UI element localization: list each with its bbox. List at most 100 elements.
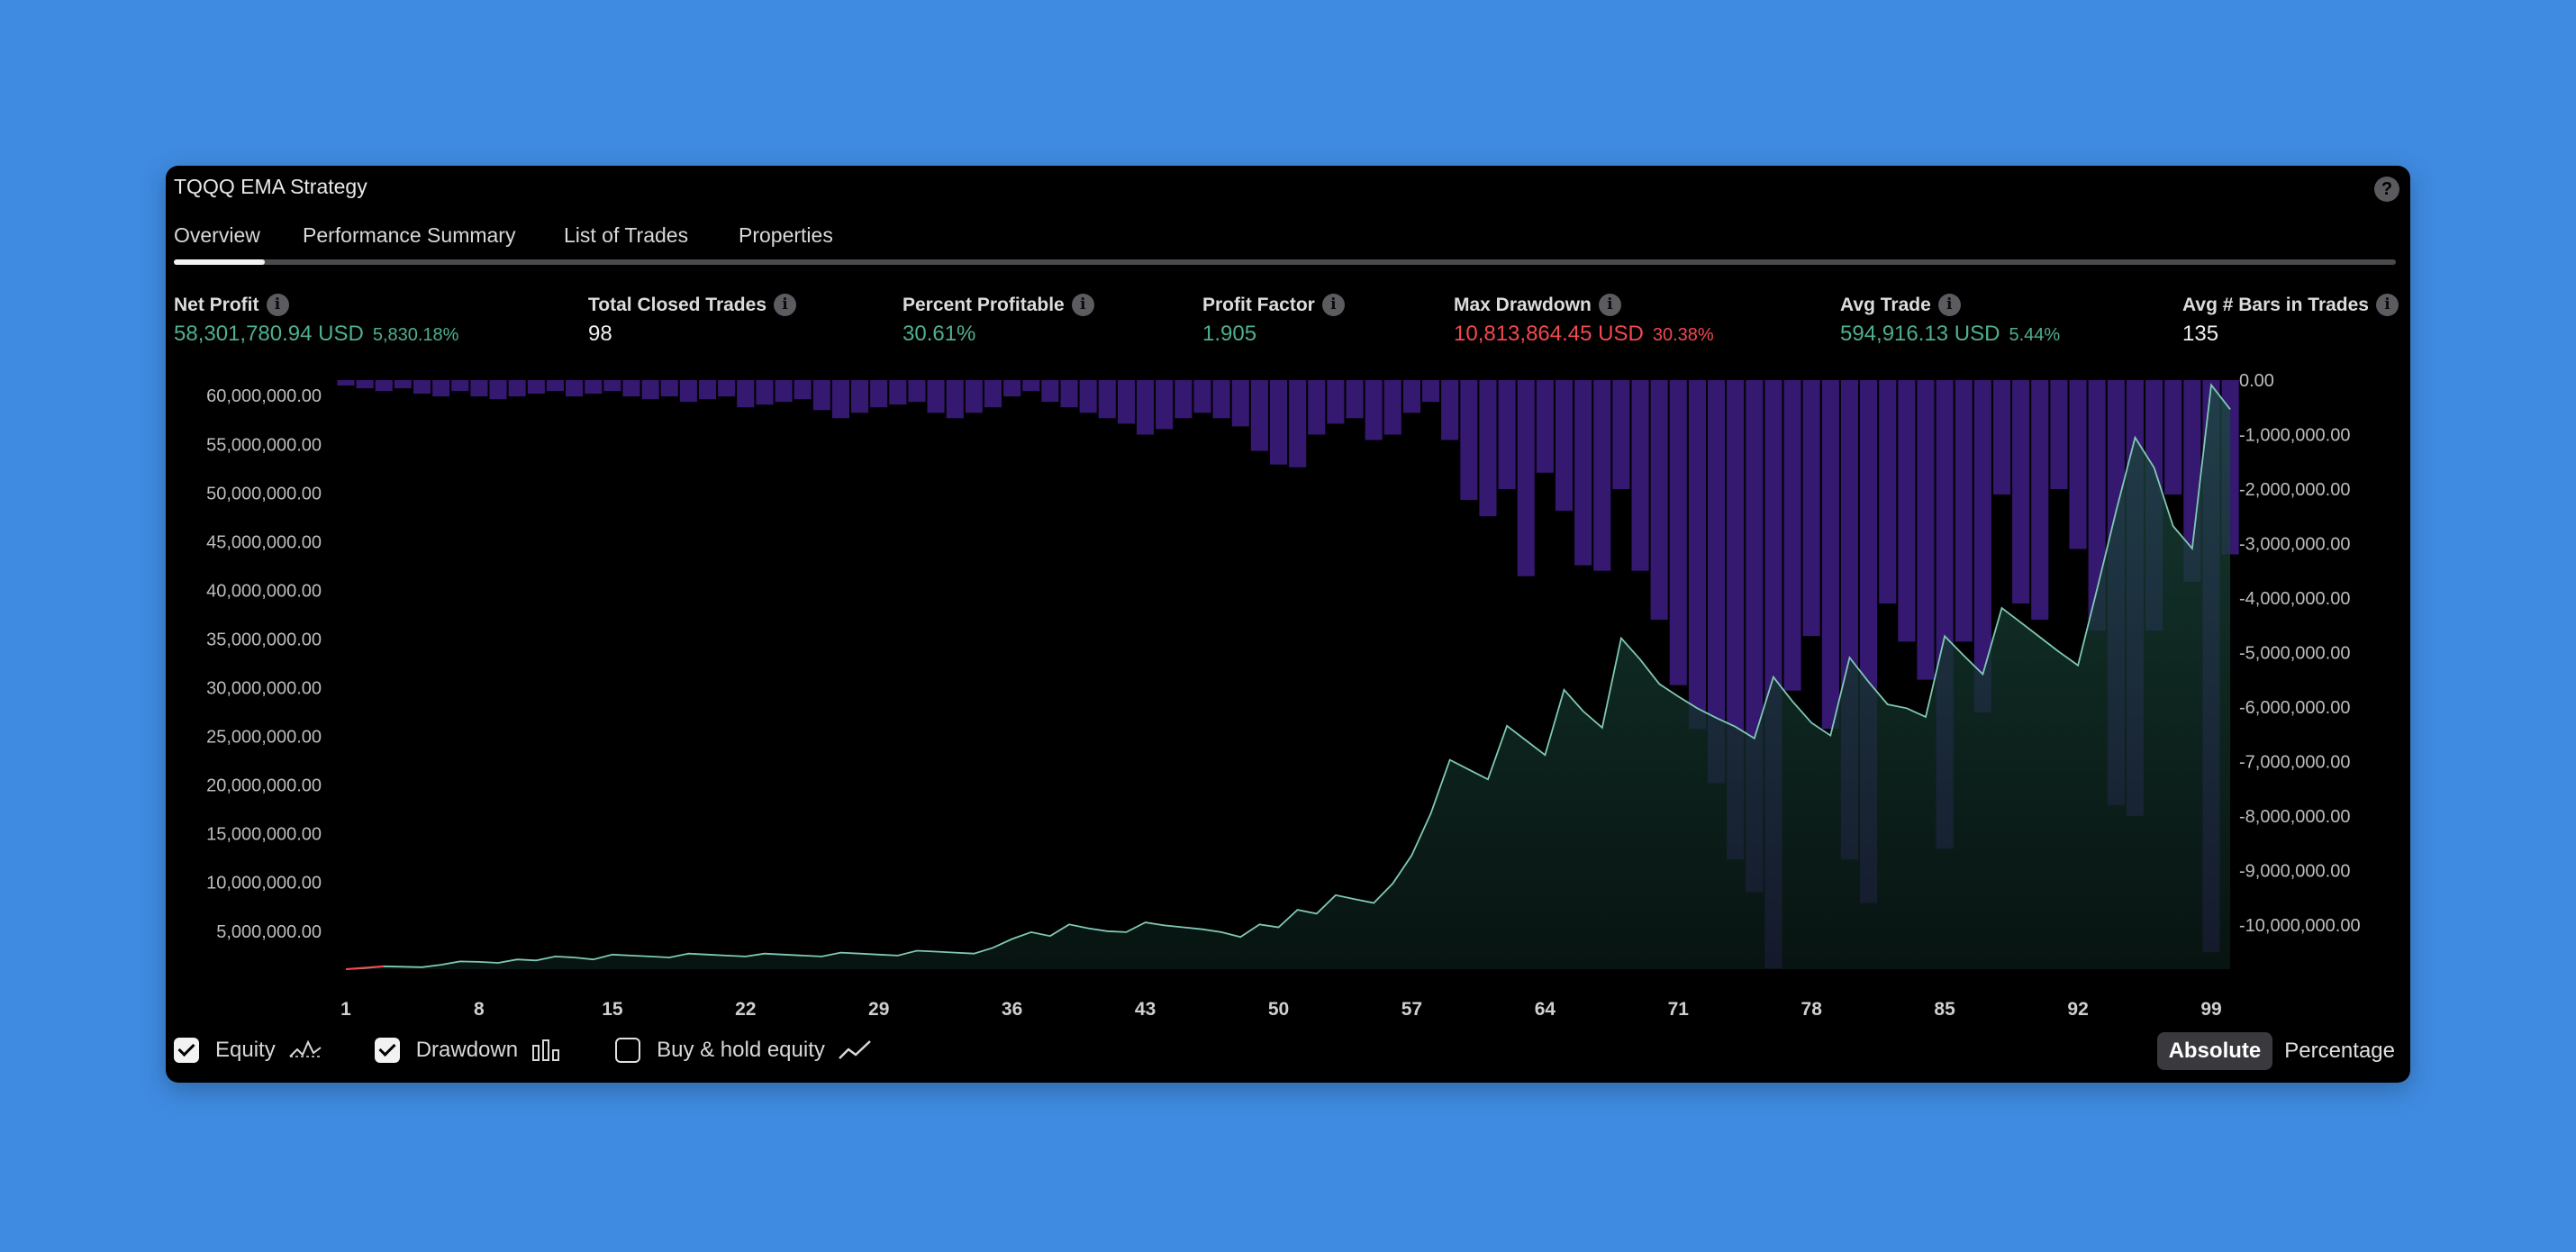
stat-label: Net Profit — [174, 294, 259, 315]
stat-label: Total Closed Trades — [588, 294, 766, 315]
y-left-tick-label: 60,000,000.00 — [206, 386, 322, 406]
drawdown-bar — [1993, 380, 2011, 494]
x-tick-label: 8 — [474, 999, 485, 1020]
drawdown-bar — [1422, 380, 1440, 403]
y-right-tick-label: 0.00 — [2239, 371, 2274, 391]
info-icon[interactable]: i — [1321, 294, 1345, 316]
drawdown-bar — [1250, 380, 1268, 451]
legend-label: Equity — [215, 1038, 276, 1062]
drawdown-bar — [508, 380, 526, 397]
equity-area — [346, 385, 2231, 969]
drawdown-bar — [1650, 380, 1668, 621]
stat-net-profit: Net Profit i 58,301,780.94 USD 5,830.18% — [174, 294, 458, 347]
drawdown-bar — [1269, 380, 1287, 465]
y-left-tick-label: 15,000,000.00 — [206, 825, 322, 845]
x-tick-label: 57 — [1401, 999, 1422, 1020]
info-icon[interactable]: i — [266, 294, 289, 316]
drawdown-bar — [1402, 380, 1420, 413]
stat-total-closed-trades: Total Closed Trades i 98 — [588, 294, 796, 347]
info-icon[interactable]: i — [1937, 294, 1961, 316]
strategy-report-panel: TQQQ EMA Strategy ? Overview Performance… — [166, 166, 2410, 1083]
drawdown-bar — [984, 380, 1002, 408]
scale-mode-toggle: Absolute Percentage — [2156, 1032, 2407, 1070]
drawdown-bar — [1955, 380, 1973, 642]
drawdown-bar — [1574, 380, 1592, 566]
drawdown-bar — [2164, 380, 2182, 494]
stat-value: 594,916.13 USD — [1840, 322, 2000, 346]
legend-buy-hold[interactable]: Buy & hold equity — [615, 1038, 872, 1063]
equity-line — [345, 383, 2231, 970]
drawdown-bar — [812, 380, 830, 411]
equity-drawdown-chart[interactable]: 60,000,000.00 55,000,000.00 50,000,000.00 4… — [166, 166, 2410, 1030]
y-left-tick-label: 45,000,000.00 — [206, 532, 322, 552]
y-left-tick-label: 20,000,000.00 — [206, 776, 322, 796]
info-icon[interactable]: i — [2375, 294, 2399, 316]
y-right-tick-label: -3,000,000.00 — [2239, 534, 2350, 554]
drawdown-bar — [1365, 380, 1383, 440]
stat-label: Avg # Bars in Trades — [2182, 294, 2369, 315]
drawdown-bar — [527, 380, 545, 395]
stat-value: 135 — [2182, 322, 2219, 346]
x-tick-label: 99 — [2200, 999, 2221, 1020]
bar-chart-icon — [532, 1039, 560, 1061]
tab-list-of-trades[interactable]: List of Trades — [564, 223, 689, 247]
drawdown-bar — [679, 380, 697, 403]
drawdown-bar — [1517, 380, 1535, 576]
buy-hold-checkbox[interactable] — [615, 1038, 641, 1063]
tab-overview[interactable]: Overview — [174, 223, 260, 247]
y-left-tick-label: 35,000,000.00 — [206, 631, 322, 650]
drawdown-bar — [1060, 380, 1078, 408]
stat-value: 30.61% — [903, 322, 976, 346]
x-tick-label: 29 — [868, 999, 889, 1020]
drawdown-bar — [585, 380, 603, 395]
stat-value: 98 — [588, 322, 612, 346]
drawdown-checkbox[interactable] — [374, 1038, 400, 1063]
y-right-tick-label: -2,000,000.00 — [2239, 480, 2350, 500]
drawdown-bar — [1973, 380, 1991, 712]
drawdown-bar — [1289, 380, 1307, 467]
drawdown-bar — [432, 380, 450, 397]
drawdown-bar — [1593, 380, 1611, 571]
info-icon[interactable]: i — [774, 294, 796, 316]
drawdown-bar — [1175, 380, 1193, 419]
x-tick-label: 71 — [1668, 999, 1690, 1020]
y-left-tick-label: 50,000,000.00 — [206, 484, 322, 504]
drawdown-bar — [1612, 380, 1630, 489]
percentage-button[interactable]: Percentage — [2284, 1039, 2395, 1063]
x-tick-label: 36 — [1002, 999, 1022, 1020]
drawdown-bar — [1821, 380, 1839, 730]
drawdown-bar — [737, 380, 755, 408]
y-left-tick-label: 5,000,000.00 — [216, 922, 322, 942]
absolute-button[interactable]: Absolute — [2156, 1032, 2273, 1070]
info-icon[interactable]: i — [1598, 294, 1621, 316]
info-icon[interactable]: i — [1071, 294, 1094, 316]
stat-percent-profitable: Percent Profitable i 30.61% — [903, 294, 1094, 347]
y-right-tick-label: -4,000,000.00 — [2239, 589, 2350, 609]
strategy-title: TQQQ EMA Strategy — [174, 175, 367, 198]
drawdown-bar — [2088, 380, 2106, 631]
drawdown-bar — [1783, 380, 1801, 691]
drawdown-bar — [1898, 380, 1916, 642]
drawdown-bar — [1041, 380, 1059, 403]
y-right-tick-label: -1,000,000.00 — [2239, 426, 2350, 446]
drawdown-bar — [2031, 380, 2049, 621]
drawdown-bar — [908, 380, 926, 403]
tab-performance-summary[interactable]: Performance Summary — [303, 223, 516, 247]
drawdown-bar — [337, 380, 355, 386]
drawdown-bar — [1022, 380, 1040, 392]
chart-legend: Equity Drawdown Buy & hold equity — [174, 1035, 924, 1066]
drawdown-bar — [1156, 380, 1174, 430]
y-right-tick-label: -6,000,000.00 — [2239, 698, 2350, 718]
drawdown-bar — [851, 380, 869, 413]
drawdown-bar — [1327, 380, 1345, 424]
equity-checkbox[interactable] — [174, 1038, 199, 1063]
legend-drawdown[interactable]: Drawdown — [374, 1038, 563, 1063]
equity-start-segment — [345, 965, 385, 970]
tab-properties[interactable]: Properties — [739, 223, 833, 247]
drawdown-bar — [1346, 380, 1364, 419]
y-left-tick-label: 25,000,000.00 — [206, 728, 322, 748]
drawdown-bar — [622, 380, 640, 397]
x-tick-label: 43 — [1135, 999, 1156, 1020]
legend-equity[interactable]: Equity — [174, 1038, 322, 1063]
question-icon[interactable]: ? — [2374, 177, 2399, 202]
